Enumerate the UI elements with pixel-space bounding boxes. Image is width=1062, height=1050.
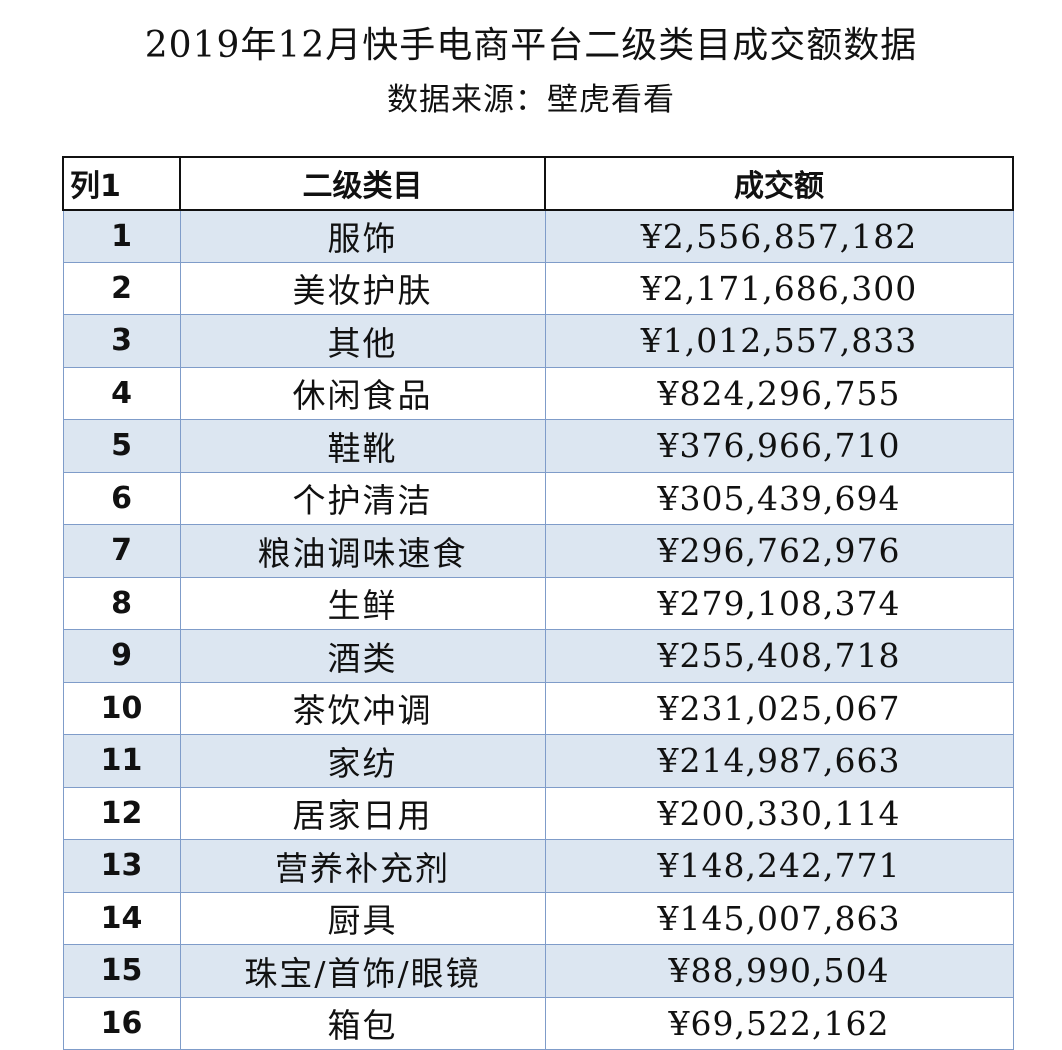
amount-cell: ¥2,171,686,300: [544, 262, 1014, 315]
category-cell: 珠宝/首饰/眼镜: [179, 944, 546, 998]
amount-cell: ¥1,012,557,833: [544, 314, 1014, 368]
column-header-category: 二级类目: [179, 156, 546, 211]
table-row: 3 其他 ¥1,012,557,833: [62, 314, 1014, 368]
row-index-cell: 16: [62, 997, 181, 1050]
data-table: 列1 二级类目 成交额 1 服饰 ¥2,556,857,182 2 美妆护肤 ¥2,171…: [62, 156, 1014, 1050]
row-index-cell: 12: [62, 787, 181, 840]
table-row: 14 厨具 ¥145,007,863: [62, 892, 1014, 945]
table-row: 8 生鲜 ¥279,108,374: [62, 577, 1014, 630]
table-row: 11 家纺 ¥214,987,663: [62, 734, 1014, 788]
category-cell: 酒类: [179, 629, 546, 683]
category-cell: 服饰: [179, 209, 546, 263]
category-cell: 鞋靴: [179, 419, 546, 473]
amount-cell: ¥376,966,710: [544, 419, 1014, 473]
row-index-cell: 1: [62, 209, 181, 263]
amount-cell: ¥214,987,663: [544, 734, 1014, 788]
table-row: 9 酒类 ¥255,408,718: [62, 629, 1014, 683]
category-cell: 居家日用: [179, 787, 546, 840]
table-row: 1 服饰 ¥2,556,857,182: [62, 209, 1014, 263]
row-index-cell: 2: [62, 262, 181, 315]
table-row: 2 美妆护肤 ¥2,171,686,300: [62, 262, 1014, 315]
column-header-index: 列1: [62, 156, 181, 211]
category-cell: 箱包: [179, 997, 546, 1050]
row-index-cell: 15: [62, 944, 181, 998]
column-header-amount: 成交额: [544, 156, 1014, 211]
table-row: 5 鞋靴 ¥376,966,710: [62, 419, 1014, 473]
amount-cell: ¥305,439,694: [544, 472, 1014, 525]
table-row: 6 个护清洁 ¥305,439,694: [62, 472, 1014, 525]
row-index-cell: 14: [62, 892, 181, 945]
amount-cell: ¥824,296,755: [544, 367, 1014, 420]
category-cell: 休闲食品: [179, 367, 546, 420]
amount-cell: ¥255,408,718: [544, 629, 1014, 683]
amount-cell: ¥69,522,162: [544, 997, 1014, 1050]
category-cell: 营养补充剂: [179, 839, 546, 893]
row-index-cell: 13: [62, 839, 181, 893]
row-index-cell: 11: [62, 734, 181, 788]
table-row: 13 营养补充剂 ¥148,242,771: [62, 839, 1014, 893]
category-cell: 生鲜: [179, 577, 546, 630]
table-row: 7 粮油调味速食 ¥296,762,976: [62, 524, 1014, 578]
category-cell: 厨具: [179, 892, 546, 945]
amount-cell: ¥296,762,976: [544, 524, 1014, 578]
table-row: 12 居家日用 ¥200,330,114: [62, 787, 1014, 840]
category-cell: 家纺: [179, 734, 546, 788]
amount-cell: ¥88,990,504: [544, 944, 1014, 998]
row-index-cell: 6: [62, 472, 181, 525]
table-row: 4 休闲食品 ¥824,296,755: [62, 367, 1014, 420]
table-row: 10 茶饮冲调 ¥231,025,067: [62, 682, 1014, 735]
category-cell: 其他: [179, 314, 546, 368]
page-title: 2019年12月快手电商平台二级类目成交额数据: [144, 25, 918, 66]
amount-cell: ¥148,242,771: [544, 839, 1014, 893]
amount-cell: ¥231,025,067: [544, 682, 1014, 735]
category-cell: 个护清洁: [179, 472, 546, 525]
amount-cell: ¥279,108,374: [544, 577, 1014, 630]
amount-cell: ¥145,007,863: [544, 892, 1014, 945]
row-index-cell: 7: [62, 524, 181, 578]
row-index-cell: 10: [62, 682, 181, 735]
row-index-cell: 4: [62, 367, 181, 420]
row-index-cell: 9: [62, 629, 181, 683]
row-index-cell: 3: [62, 314, 181, 368]
row-index-cell: 8: [62, 577, 181, 630]
category-cell: 粮油调味速食: [179, 524, 546, 578]
amount-cell: ¥200,330,114: [544, 787, 1014, 840]
category-cell: 茶饮冲调: [179, 682, 546, 735]
category-cell: 美妆护肤: [179, 262, 546, 315]
table-header-row: 列1 二级类目 成交额: [62, 156, 1014, 211]
amount-cell: ¥2,556,857,182: [544, 209, 1014, 263]
table-row: 16 箱包 ¥69,522,162: [62, 997, 1014, 1050]
row-index-cell: 5: [62, 419, 181, 473]
table-row: 15 珠宝/首饰/眼镜 ¥88,990,504: [62, 944, 1014, 998]
table-body: 1 服饰 ¥2,556,857,182 2 美妆护肤 ¥2,171,686,300 3 其他 ¥…: [62, 209, 1014, 1050]
page-subtitle: 数据来源：壁虎看看: [387, 82, 675, 118]
